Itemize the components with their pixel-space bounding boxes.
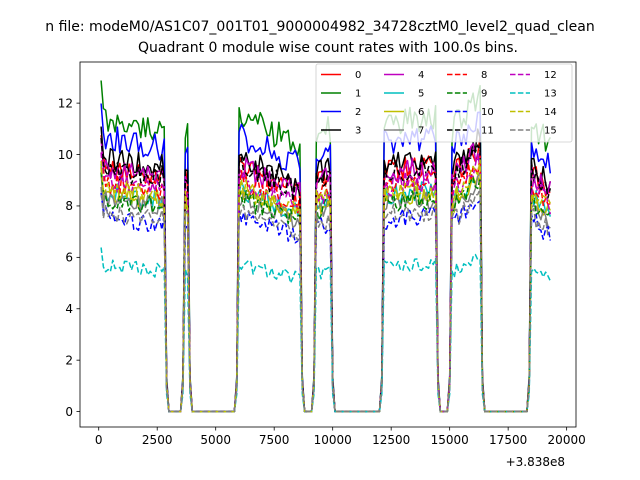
figure-suptitle: n file: modeM0/AS1C07_001T01_9000004982_…: [45, 19, 594, 35]
legend-label-14: 14: [544, 107, 557, 118]
legend-label-8: 8: [481, 70, 487, 81]
legend-label-10: 10: [481, 107, 494, 118]
y-tick-label: 10: [58, 148, 73, 162]
x-tick-label: 10000: [314, 433, 352, 447]
legend-label-13: 13: [544, 89, 557, 100]
x-tick-label: 0: [95, 433, 103, 447]
legend-label-0: 0: [355, 70, 361, 81]
plot-area: [100, 80, 552, 413]
legend-label-6: 6: [418, 107, 424, 118]
y-tick-label: 6: [65, 251, 73, 265]
y-tick-label: 12: [58, 96, 73, 110]
series-lines: [100, 80, 552, 413]
legend-label-9: 9: [481, 89, 487, 100]
x-tick-label: 7500: [259, 433, 290, 447]
legend-label-2: 2: [355, 107, 361, 118]
legend-box: [315, 63, 573, 143]
legend-label-15: 15: [544, 126, 557, 137]
chart-title: Quadrant 0 module wise count rates with …: [138, 40, 518, 56]
x-tick-label: 20000: [548, 433, 586, 447]
x-tick-label: 12500: [372, 433, 410, 447]
x-tick-label: 15000: [431, 433, 469, 447]
axes-frame: [79, 61, 577, 428]
y-tick-label: 4: [65, 302, 73, 316]
series-line-14: [100, 159, 551, 413]
legend-label-7: 7: [418, 126, 424, 137]
x-tick-label: 5000: [200, 433, 231, 447]
legend-label-3: 3: [355, 126, 361, 137]
x-tick-label: 17500: [489, 433, 527, 447]
y-tick-label: 2: [65, 353, 73, 367]
y-tick-label: 0: [65, 405, 73, 419]
legend-label-5: 5: [418, 89, 424, 100]
legend-label-12: 12: [544, 70, 557, 81]
series-line-15: [100, 186, 551, 413]
x-tick-label: 2500: [142, 433, 173, 447]
y-tick-label: 8: [65, 199, 73, 213]
x-offset-label: +3.838e8: [506, 455, 565, 469]
legend-label-11: 11: [481, 126, 494, 137]
axes: 0 2500 5000 7500 10000 12500 15000 17500 20000 0 2…: [58, 61, 586, 447]
legend-label-4: 4: [418, 70, 424, 81]
legend-label-1: 1: [355, 89, 361, 100]
